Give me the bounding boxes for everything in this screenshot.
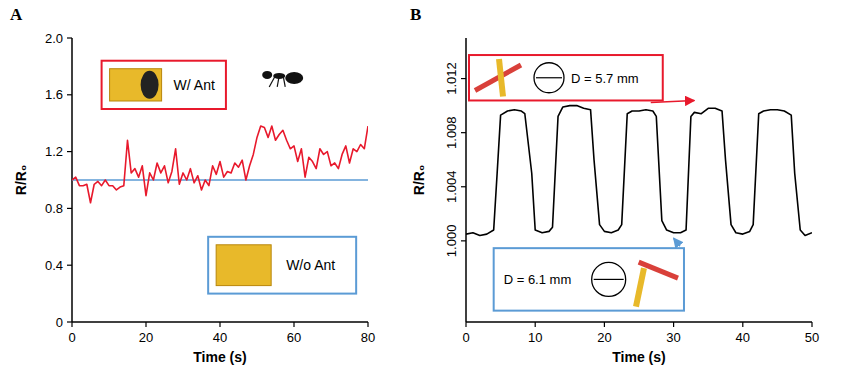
annotation: D = 5.7 mm [571, 71, 639, 86]
x-tick-label: 20 [139, 330, 153, 345]
x-tick-label: 0 [68, 330, 75, 345]
y-tick-label: 1.008 [444, 116, 459, 149]
y-tick [67, 94, 72, 95]
inset-box [208, 237, 356, 294]
panel-label: B [410, 5, 421, 24]
y-tick-label: 0.4 [45, 258, 63, 273]
annotation: D = 6.1 mm [504, 272, 572, 287]
y-tick-label: 1.004 [444, 170, 459, 203]
ant-leg [269, 76, 275, 87]
inset-box [494, 248, 684, 310]
x-axis-title: Time (s) [193, 349, 246, 365]
y-tick-label: 1.6 [45, 87, 63, 102]
y-tick [67, 321, 72, 322]
y-axis-title: R/R₀ [411, 165, 427, 195]
annotation-arrow [674, 238, 680, 246]
x-tick [465, 322, 466, 327]
x-tick-label: 0 [462, 330, 469, 345]
y-tick [461, 186, 466, 187]
x-tick [71, 322, 72, 327]
ant-leg [277, 76, 279, 87]
sensor-image [110, 69, 162, 101]
ant-head [262, 71, 272, 79]
annotation-arrow [651, 100, 695, 102]
x-tick-label: 10 [528, 330, 542, 345]
y-tick-label: 1.2 [45, 144, 63, 159]
y-tick-label: 1.000 [444, 225, 459, 258]
y-tick [67, 265, 72, 266]
x-tick [742, 322, 743, 327]
series-line [72, 179, 368, 181]
y-tick-label: 0 [56, 315, 63, 330]
panel-label: A [10, 5, 23, 24]
x-tick-label: 40 [736, 330, 750, 345]
x-tick [293, 322, 294, 327]
sensor-image [499, 59, 503, 96]
x-tick [535, 322, 536, 327]
x-tick [367, 322, 368, 327]
x-tick [219, 322, 220, 327]
y-tick [461, 132, 466, 133]
inset-box [102, 61, 226, 109]
x-tick-label: 60 [287, 330, 301, 345]
diameter-arrow [594, 279, 624, 280]
y-tick-label: 1.012 [444, 62, 459, 95]
x-tick-label: 30 [666, 330, 680, 345]
y-tick [67, 208, 72, 209]
x-tick-label: 40 [213, 330, 227, 345]
series-line [466, 106, 812, 236]
ant-leg [283, 76, 285, 87]
panel: A 0 20 40 60 80 0 0.4 0.8 1.2 1.6 2.0 Time (s) R/R₀ W/… [10, 5, 375, 365]
diameter-circle [534, 63, 564, 93]
figure: A 0 20 40 60 80 0 0.4 0.8 1.2 1.6 2.0 Time (s) R/R₀ W/… [0, 0, 844, 372]
plot-area [466, 106, 812, 236]
y-tick-label: 0.8 [45, 201, 63, 216]
x-tick-label: 50 [805, 330, 819, 345]
x-tick [811, 322, 812, 327]
y-tick [67, 151, 72, 152]
panel: B 0 10 20 30 40 50 1.000 1.004 1.008 1.012 Time (s)… [410, 5, 819, 365]
x-tick [673, 322, 674, 327]
series-line [72, 126, 368, 203]
x-tick-label: 20 [597, 330, 611, 345]
ant-on-sensor [141, 71, 159, 99]
diameter-arrow [536, 77, 562, 78]
y-axis-line [465, 38, 467, 322]
sensor-image [216, 245, 271, 286]
y-axis-title: R/R₀ [13, 165, 29, 195]
inset-box [469, 55, 663, 100]
x-tick [604, 322, 605, 327]
ant-icon [262, 71, 303, 87]
annotation: W/o Ant [286, 257, 335, 273]
diameter-circle [592, 262, 626, 296]
ant-abdomen [285, 72, 303, 84]
x-axis-title: Time (s) [612, 349, 665, 365]
x-tick [145, 322, 146, 327]
y-tick [461, 240, 466, 241]
annotation: W/ Ant [174, 77, 215, 93]
x-tick-label: 80 [361, 330, 375, 345]
y-tick [67, 37, 72, 38]
x-axis-line [466, 321, 812, 323]
plot-area [72, 126, 368, 203]
sensor-image [636, 268, 644, 306]
y-tick [461, 78, 466, 79]
y-tick-label: 2.0 [45, 31, 63, 46]
